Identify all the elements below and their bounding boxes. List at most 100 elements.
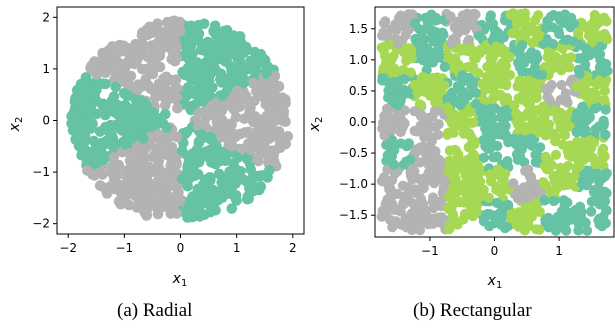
- data-point: [147, 27, 158, 39]
- data-point: [150, 39, 162, 50]
- data-point: [405, 43, 416, 55]
- data-point: [578, 105, 590, 116]
- data-point: [102, 56, 113, 68]
- data-point: [568, 18, 580, 29]
- data-point: [470, 98, 481, 110]
- data-point: [500, 129, 511, 140]
- data-point: [80, 77, 91, 88]
- data-point: [586, 206, 597, 217]
- data-point: [480, 141, 491, 152]
- data-point: [599, 85, 611, 97]
- data-point: [149, 86, 160, 97]
- data-point: [193, 156, 205, 168]
- data-point: [124, 148, 135, 159]
- data-point: [518, 111, 529, 122]
- data-point: [515, 8, 527, 20]
- data-point: [385, 24, 396, 35]
- data-point: [259, 145, 270, 156]
- data-point: [564, 62, 575, 73]
- data-point: [491, 152, 503, 163]
- data-point: [402, 182, 414, 193]
- data-point: [174, 17, 185, 29]
- data-point: [444, 223, 455, 234]
- data-point: [538, 177, 549, 188]
- data-point: [207, 184, 219, 196]
- data-point: [492, 164, 503, 175]
- data-point: [409, 18, 420, 29]
- data-point: [392, 38, 403, 49]
- data-point: [260, 112, 272, 123]
- data-point: [455, 21, 466, 32]
- data-point: [163, 23, 174, 34]
- data-point: [475, 176, 486, 187]
- data-point: [120, 111, 132, 122]
- data-point: [147, 68, 159, 80]
- data-point: [517, 66, 528, 77]
- data-point: [193, 107, 205, 119]
- data-point: [184, 211, 196, 223]
- data-point: [572, 153, 583, 164]
- data-point: [554, 12, 565, 24]
- data-point: [447, 208, 458, 219]
- data-point: [241, 63, 253, 74]
- data-point: [530, 50, 541, 62]
- data-point: [162, 175, 173, 186]
- data-point: [495, 122, 506, 133]
- data-point: [128, 54, 140, 65]
- data-point: [600, 104, 611, 115]
- x-tick-label: 0: [491, 244, 499, 258]
- data-point: [217, 41, 228, 52]
- data-point: [205, 206, 216, 218]
- data-point: [550, 149, 562, 160]
- data-point: [378, 45, 389, 56]
- data-point: [395, 126, 406, 138]
- data-point: [133, 144, 145, 155]
- data-point: [189, 74, 200, 85]
- data-point: [559, 95, 571, 106]
- data-point: [406, 209, 417, 220]
- data-point: [577, 123, 588, 135]
- data-point: [413, 38, 424, 50]
- data-point: [268, 153, 279, 164]
- data-point: [527, 186, 538, 197]
- x-axis-label: x1: [172, 271, 188, 289]
- data-point: [97, 169, 108, 180]
- data-point: [483, 192, 494, 203]
- data-point: [518, 27, 529, 38]
- data-point: [227, 180, 238, 192]
- radial-scatter-plot: −2 −1 0 1 2 −2 −1 0 1 2 x1 x2: [7, 6, 305, 289]
- data-point: [405, 154, 416, 165]
- data-point: [513, 57, 524, 68]
- data-point: [586, 171, 597, 183]
- data-point: [523, 85, 534, 96]
- data-point: [550, 136, 561, 147]
- data-point: [477, 78, 488, 89]
- data-point: [110, 177, 122, 188]
- data-point: [238, 77, 249, 89]
- data-point: [541, 83, 552, 94]
- data-point: [474, 30, 485, 41]
- data-point: [601, 34, 613, 45]
- data-point: [586, 196, 597, 207]
- x-axis-ticks: −2 −1 0 1 2: [59, 234, 297, 255]
- data-point: [522, 213, 534, 224]
- data-point: [553, 25, 564, 36]
- data-point: [88, 135, 100, 147]
- data-point: [383, 180, 394, 191]
- data-point: [137, 64, 148, 75]
- data-point: [253, 155, 264, 167]
- x-tick-label: 1: [555, 244, 563, 258]
- y-tick-label: 1: [42, 62, 50, 76]
- data-point: [454, 120, 465, 131]
- x-tick-label: 0: [177, 241, 185, 255]
- data-point: [164, 42, 175, 53]
- data-point: [540, 22, 551, 34]
- rectangular-scatter-plot: −1 0 1 1.5 1.0 0.5 0.0 −0.5 −1.0 −1.5 x1 x2: [307, 6, 615, 291]
- data-point: [392, 111, 403, 122]
- data-point: [447, 201, 458, 212]
- data-point: [249, 46, 261, 58]
- data-point: [378, 18, 389, 29]
- data-point: [528, 116, 539, 127]
- data-point: [182, 181, 193, 192]
